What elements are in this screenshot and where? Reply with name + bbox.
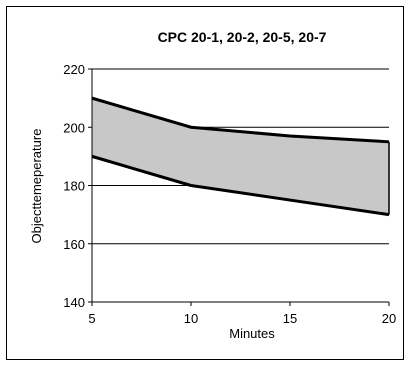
band-fill xyxy=(92,98,389,215)
y-tick-label-140: 140 xyxy=(63,295,85,310)
axes xyxy=(88,68,390,306)
y-axis-label: Objecttemeperature xyxy=(29,129,44,244)
y-tick-label-180: 180 xyxy=(63,179,85,194)
y-tick-label-160: 160 xyxy=(63,237,85,252)
x-tick-label-15: 15 xyxy=(283,311,297,326)
band-area xyxy=(91,96,390,217)
x-tick-label-20: 20 xyxy=(382,311,396,326)
y-tick-label-220: 220 xyxy=(63,62,85,77)
tick-labels: 140 160 180 200 220 5 10 15 20 xyxy=(63,62,396,326)
y-tick-label-200: 200 xyxy=(63,120,85,135)
x-tick-label-5: 5 xyxy=(88,311,95,326)
x-tick-label-10: 10 xyxy=(184,311,198,326)
series-lower-line xyxy=(91,154,390,217)
series-upper-line xyxy=(91,96,390,144)
x-axis-label: Minutes xyxy=(229,326,275,341)
chart-title: CPC 20-1, 20-2, 20-5, 20-7 xyxy=(158,29,327,45)
